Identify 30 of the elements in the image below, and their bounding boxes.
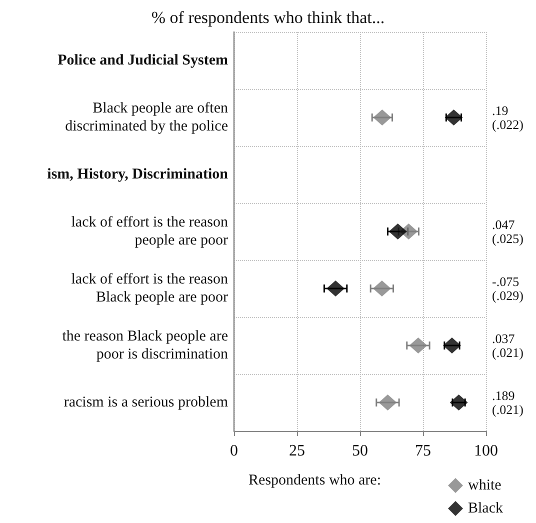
x-tick-label: 75: [415, 442, 431, 460]
y-tick-label: Police and Judicial System: [58, 52, 229, 68]
x-tick-label: 25: [289, 442, 305, 460]
point: [388, 224, 407, 240]
legend-label: white: [468, 478, 502, 494]
point: [378, 394, 397, 410]
y-tick-label: the reason Black people are poor is discrimination: [62, 328, 228, 362]
x-tick-label: 100: [474, 442, 498, 460]
x-tick-label: 0: [230, 442, 238, 460]
point: [442, 338, 461, 354]
text: .189 (.021): [492, 388, 524, 417]
legend-label: Black: [468, 500, 504, 516]
y-tick-label: lack of effort is the reason people are poor: [71, 214, 228, 248]
text: .047 (.025): [492, 217, 524, 246]
point: [450, 394, 468, 410]
text: -.075 (.029): [492, 274, 524, 303]
y-tick-label: Black people are often discriminated by the police: [65, 100, 228, 134]
point: [444, 110, 463, 126]
point: [326, 280, 345, 296]
y-tick-label: ism, History, Discrimination: [47, 166, 229, 182]
legend-title: Respondents who are:: [248, 472, 382, 488]
text: .19 (.022): [492, 103, 524, 132]
point: [409, 338, 428, 354]
y-tick-label: lack of effort is the reason Black people are poor: [71, 272, 228, 306]
chart-title: % of respondents who think that...: [151, 8, 385, 27]
point: [372, 280, 391, 296]
x-tick-label: 50: [352, 442, 368, 460]
point: [373, 110, 392, 126]
y-tick-label: racism is a serious problem: [64, 394, 228, 410]
text: .037 (.021): [492, 331, 524, 360]
